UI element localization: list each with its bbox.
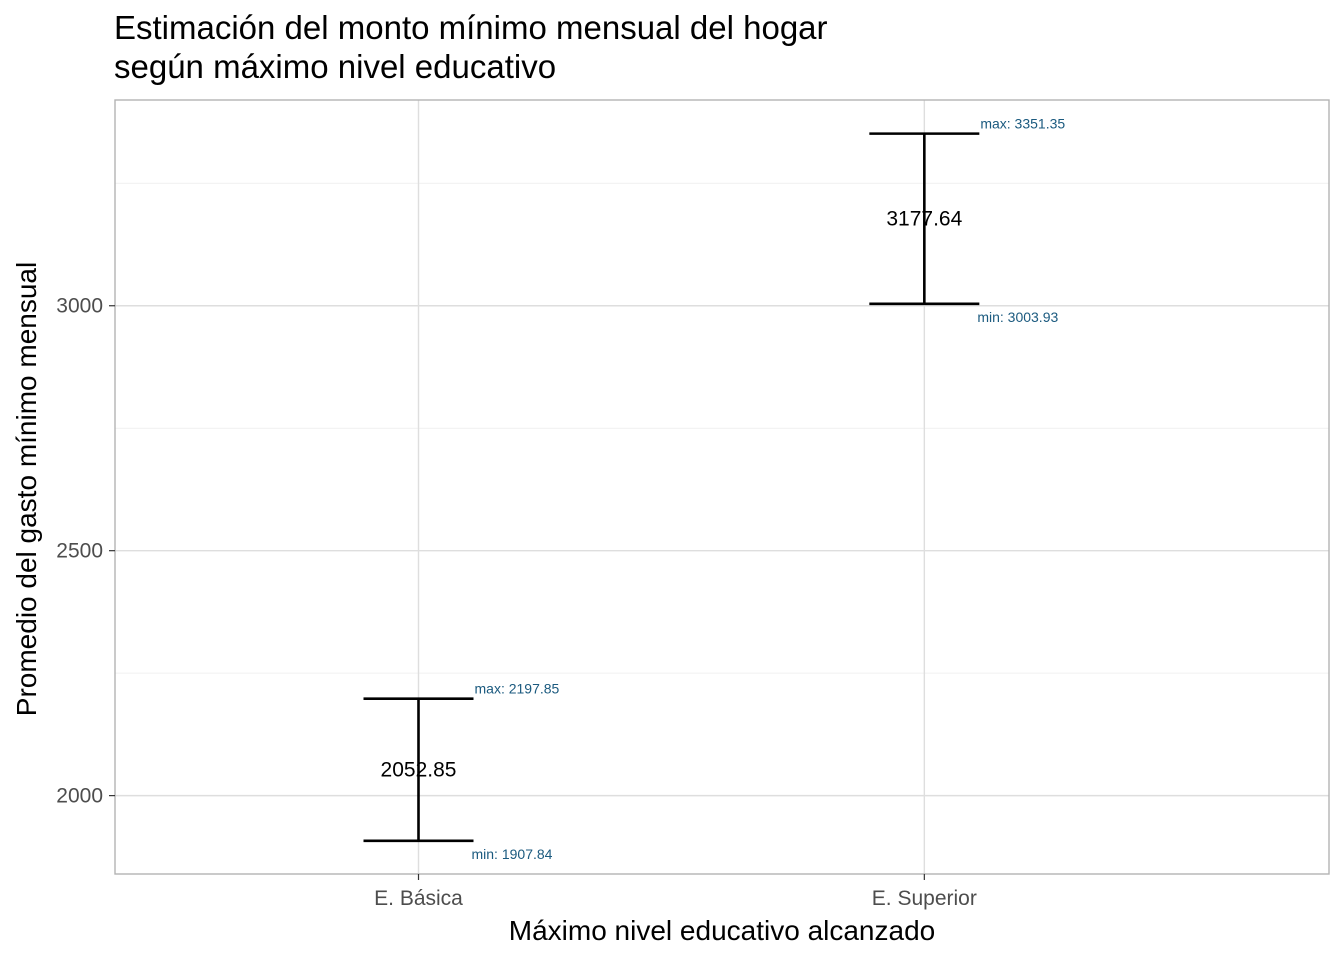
y-tick-label: 2000	[56, 785, 103, 808]
y-tick-label: 2500	[56, 540, 103, 563]
mean-value-label: 3177.64	[886, 208, 962, 231]
max-value-label: max: 3351.35	[980, 116, 1065, 132]
data-labels: 2052.85 max: 2197.85 min: 1907.84 3177.64 ma…	[381, 116, 1066, 862]
min-value-label: min: 1907.84	[472, 846, 553, 862]
min-value-label: min: 3003.93	[977, 309, 1058, 325]
chart-title-line-1: Estimación del monto mínimo mensual del …	[114, 9, 828, 46]
mean-value-label: 2052.85	[381, 759, 457, 782]
x-axis-ticks: E. Básica E. Superior	[374, 874, 977, 910]
errorbar-marks	[363, 132, 980, 843]
max-value-label: max: 2197.85	[475, 681, 560, 697]
x-axis-title: Máximo nivel educativo alcanzado	[509, 915, 935, 946]
y-tick-label: 3000	[56, 295, 103, 318]
y-axis-title: Promedio del gasto mínimo mensual	[11, 262, 42, 716]
plot-panel-border	[114, 99, 1330, 875]
x-tick-label: E. Básica	[374, 887, 463, 910]
chart-title: Estimación del monto mínimo mensual del …	[114, 9, 828, 85]
x-tick-label: E. Superior	[872, 887, 977, 910]
y-axis-ticks: 2000 2500 3000	[56, 295, 115, 808]
chart-title-line-2: según máximo nivel educativo	[114, 48, 556, 85]
grid-lines	[115, 100, 1329, 874]
